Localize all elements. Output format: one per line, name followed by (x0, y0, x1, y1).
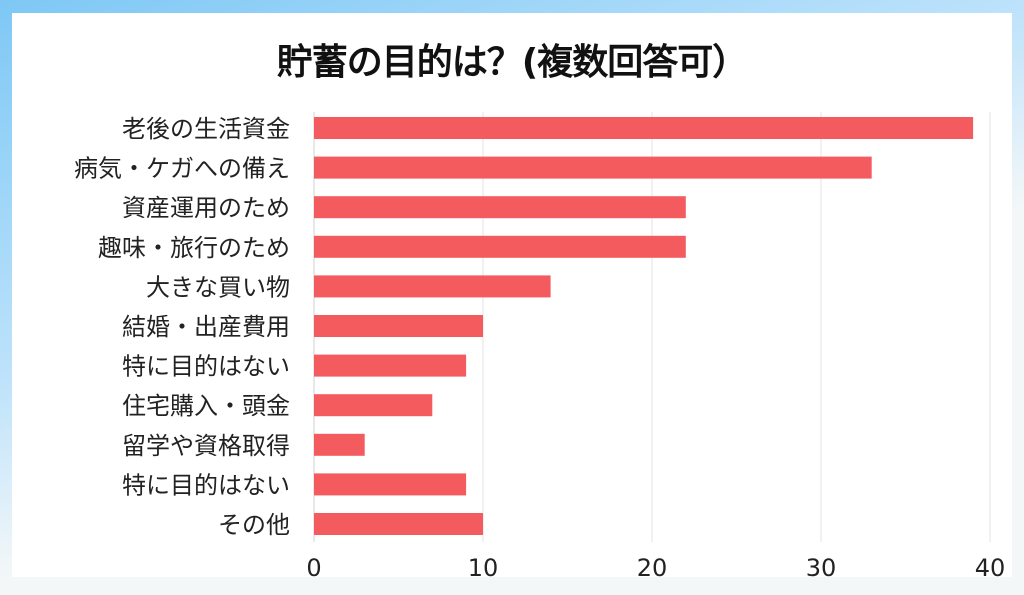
x-tick-label: 10 (468, 554, 499, 582)
bar (314, 275, 551, 298)
x-tick-label: 30 (806, 554, 837, 582)
chart-title: 貯蓄の目的は？(複数回答可） (276, 42, 748, 83)
x-tick-label: 0 (306, 554, 321, 582)
bar (314, 473, 467, 496)
category-label: 留学や資格取得 (122, 432, 290, 460)
bar (314, 394, 433, 417)
category-label: 結婚・出産費用 (122, 313, 290, 341)
bar (314, 315, 483, 337)
category-label: 住宅購入・頭金 (122, 392, 290, 420)
bar (314, 196, 686, 219)
category-label: その他 (218, 511, 290, 539)
bar (314, 156, 872, 179)
x-tick-label: 40 (975, 554, 1006, 582)
bar (314, 354, 467, 377)
category-label: 特に目的はない (122, 353, 290, 381)
category-label: 老後の生活資金 (122, 115, 290, 143)
category-label: 資産運用のため (122, 194, 290, 222)
category-label: 特に目的はない (122, 471, 290, 499)
x-tick-label: 20 (637, 554, 668, 582)
bar (314, 513, 483, 535)
bar (314, 433, 365, 456)
category-label: 病気・ケガへの備え (74, 155, 290, 183)
bar (314, 117, 974, 139)
category-label: 大きな買い物 (146, 273, 290, 301)
category-label: 趣味・旅行のため (98, 234, 290, 262)
bar (314, 235, 686, 258)
